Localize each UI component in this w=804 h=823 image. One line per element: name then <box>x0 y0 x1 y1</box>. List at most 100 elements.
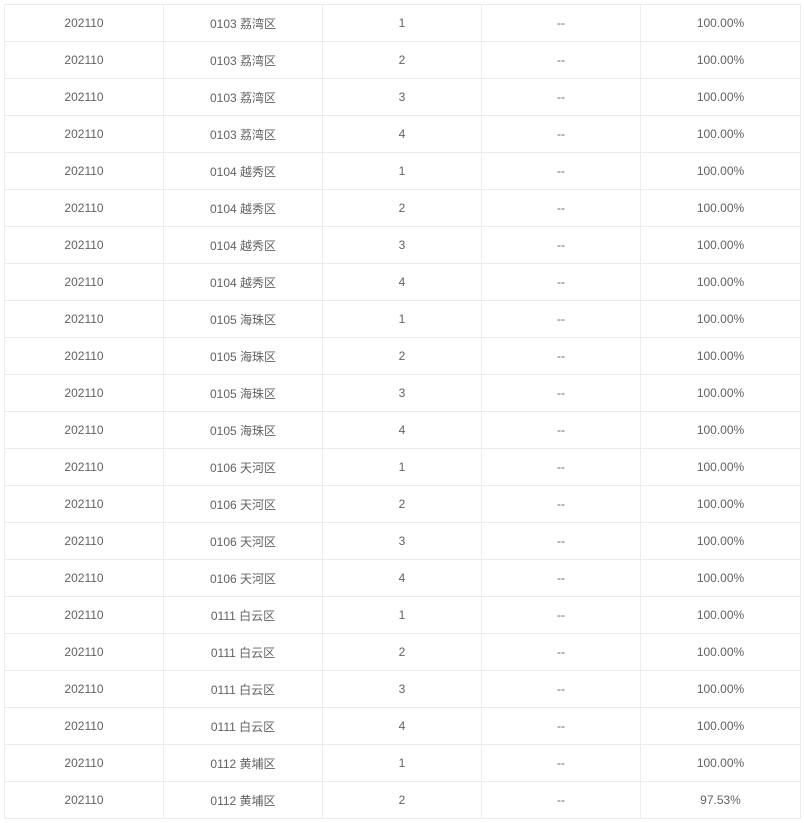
cell-value: -- <box>482 597 641 634</box>
table-row: 2021100112 黄埔区2--97.53% <box>5 782 801 819</box>
cell-pct: 100.00% <box>641 116 801 153</box>
table-row: 2021100111 白云区4--100.00% <box>5 708 801 745</box>
table-row: 2021100105 海珠区1--100.00% <box>5 301 801 338</box>
cell-value: -- <box>482 190 641 227</box>
cell-seq: 2 <box>323 486 482 523</box>
cell-value: -- <box>482 523 641 560</box>
cell-seq: 1 <box>323 449 482 486</box>
cell-district: 0111 白云区 <box>164 708 323 745</box>
cell-period: 202110 <box>5 264 164 301</box>
cell-value: -- <box>482 227 641 264</box>
cell-period: 202110 <box>5 597 164 634</box>
cell-district: 0104 越秀区 <box>164 264 323 301</box>
cell-value: -- <box>482 486 641 523</box>
cell-value: -- <box>482 301 641 338</box>
table-row: 2021100104 越秀区2--100.00% <box>5 190 801 227</box>
table-row: 2021100106 天河区2--100.00% <box>5 486 801 523</box>
cell-period: 202110 <box>5 5 164 42</box>
table-row: 2021100103 荔湾区4--100.00% <box>5 116 801 153</box>
cell-district: 0111 白云区 <box>164 597 323 634</box>
cell-district: 0105 海珠区 <box>164 301 323 338</box>
cell-period: 202110 <box>5 79 164 116</box>
cell-pct: 100.00% <box>641 412 801 449</box>
cell-pct: 100.00% <box>641 634 801 671</box>
cell-pct: 100.00% <box>641 523 801 560</box>
cell-value: -- <box>482 560 641 597</box>
cell-period: 202110 <box>5 634 164 671</box>
table-row: 2021100106 天河区4--100.00% <box>5 560 801 597</box>
cell-seq: 3 <box>323 227 482 264</box>
cell-district: 0103 荔湾区 <box>164 5 323 42</box>
cell-value: -- <box>482 671 641 708</box>
cell-seq: 3 <box>323 79 482 116</box>
cell-district: 0111 白云区 <box>164 634 323 671</box>
cell-value: -- <box>482 634 641 671</box>
cell-value: -- <box>482 42 641 79</box>
cell-pct: 100.00% <box>641 42 801 79</box>
cell-seq: 4 <box>323 708 482 745</box>
cell-seq: 3 <box>323 375 482 412</box>
cell-district: 0104 越秀区 <box>164 190 323 227</box>
cell-value: -- <box>482 264 641 301</box>
table-row: 2021100103 荔湾区1--100.00% <box>5 5 801 42</box>
cell-value: -- <box>482 79 641 116</box>
cell-district: 0105 海珠区 <box>164 338 323 375</box>
cell-district: 0103 荔湾区 <box>164 79 323 116</box>
cell-seq: 2 <box>323 634 482 671</box>
cell-value: -- <box>482 412 641 449</box>
cell-pct: 100.00% <box>641 79 801 116</box>
cell-seq: 4 <box>323 116 482 153</box>
cell-seq: 2 <box>323 42 482 79</box>
cell-period: 202110 <box>5 190 164 227</box>
cell-district: 0105 海珠区 <box>164 375 323 412</box>
cell-value: -- <box>482 449 641 486</box>
cell-period: 202110 <box>5 708 164 745</box>
cell-value: -- <box>482 153 641 190</box>
table-body: 2021100103 荔湾区1--100.00%2021100103 荔湾区2-… <box>5 5 801 819</box>
cell-value: -- <box>482 708 641 745</box>
table-row: 2021100111 白云区3--100.00% <box>5 671 801 708</box>
table-row: 2021100105 海珠区2--100.00% <box>5 338 801 375</box>
cell-pct: 100.00% <box>641 264 801 301</box>
cell-pct: 100.00% <box>641 227 801 264</box>
cell-district: 0104 越秀区 <box>164 153 323 190</box>
table-row: 2021100111 白云区2--100.00% <box>5 634 801 671</box>
table-row: 2021100104 越秀区1--100.00% <box>5 153 801 190</box>
cell-pct: 100.00% <box>641 708 801 745</box>
cell-period: 202110 <box>5 671 164 708</box>
cell-pct: 97.53% <box>641 782 801 819</box>
cell-district: 0111 白云区 <box>164 671 323 708</box>
cell-district: 0106 天河区 <box>164 449 323 486</box>
table-row: 2021100112 黄埔区1--100.00% <box>5 745 801 782</box>
cell-period: 202110 <box>5 153 164 190</box>
cell-district: 0112 黄埔区 <box>164 745 323 782</box>
cell-seq: 2 <box>323 338 482 375</box>
cell-pct: 100.00% <box>641 5 801 42</box>
cell-seq: 3 <box>323 671 482 708</box>
cell-period: 202110 <box>5 782 164 819</box>
cell-pct: 100.00% <box>641 375 801 412</box>
cell-pct: 100.00% <box>641 190 801 227</box>
cell-seq: 3 <box>323 523 482 560</box>
cell-period: 202110 <box>5 301 164 338</box>
cell-period: 202110 <box>5 42 164 79</box>
cell-seq: 2 <box>323 190 482 227</box>
table-row: 2021100103 荔湾区3--100.00% <box>5 79 801 116</box>
cell-period: 202110 <box>5 449 164 486</box>
cell-period: 202110 <box>5 227 164 264</box>
cell-seq: 1 <box>323 745 482 782</box>
cell-pct: 100.00% <box>641 597 801 634</box>
table-row: 2021100105 海珠区4--100.00% <box>5 412 801 449</box>
cell-period: 202110 <box>5 412 164 449</box>
cell-district: 0112 黄埔区 <box>164 782 323 819</box>
cell-seq: 1 <box>323 301 482 338</box>
table-row: 2021100106 天河区3--100.00% <box>5 523 801 560</box>
cell-district: 0106 天河区 <box>164 560 323 597</box>
table-row: 2021100104 越秀区4--100.00% <box>5 264 801 301</box>
cell-value: -- <box>482 5 641 42</box>
cell-value: -- <box>482 116 641 153</box>
cell-district: 0104 越秀区 <box>164 227 323 264</box>
cell-district: 0103 荔湾区 <box>164 42 323 79</box>
cell-district: 0106 天河区 <box>164 523 323 560</box>
cell-pct: 100.00% <box>641 338 801 375</box>
